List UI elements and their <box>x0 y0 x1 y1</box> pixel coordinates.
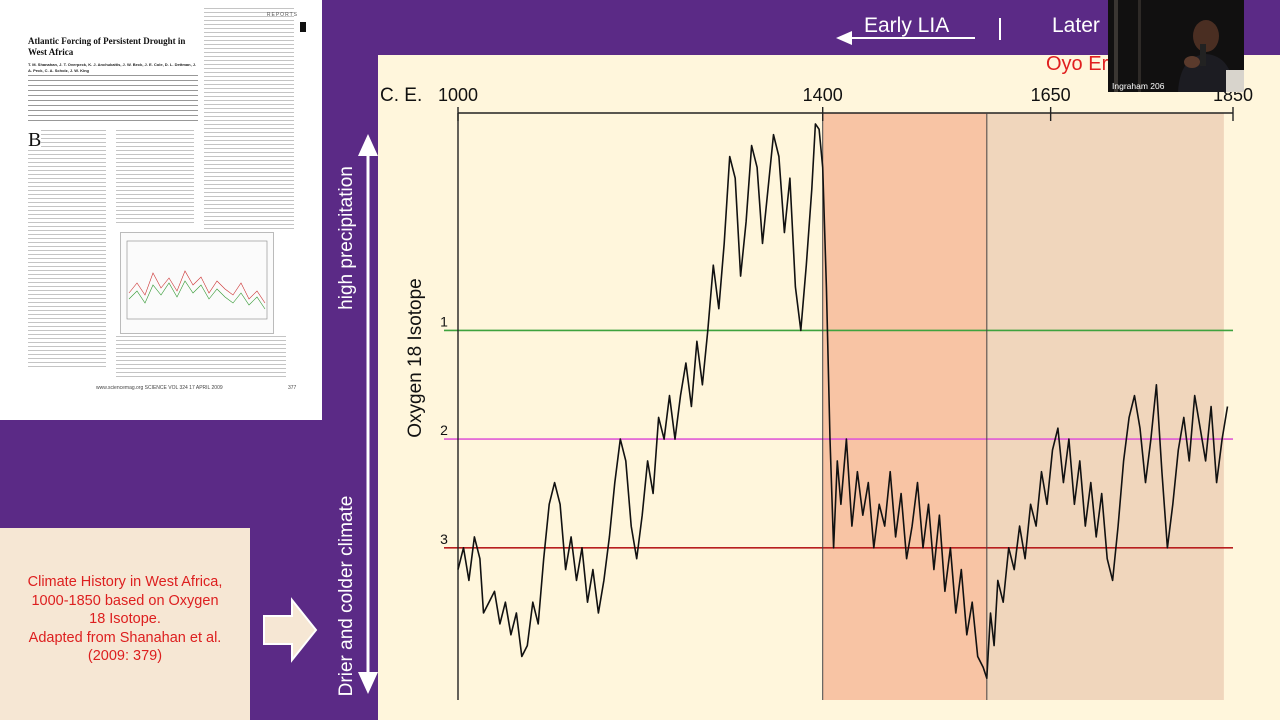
caption-box <box>0 528 250 720</box>
paper-figure-thumbnail <box>120 232 274 334</box>
y-tick-label: 1 <box>440 313 448 329</box>
series-lines <box>457 123 1229 680</box>
slide-caption: Climate History in West Africa, 1000-185… <box>27 574 223 664</box>
speaker-figure <box>1108 0 1244 92</box>
up-arrow-icon <box>358 134 378 156</box>
paper-figure-caption <box>116 336 286 378</box>
speaker-name: Ingraham 206 <box>1112 81 1165 91</box>
paper-body-column <box>116 130 194 226</box>
x-tick-label: 1650 <box>1031 85 1071 105</box>
chart-frame <box>457 112 1233 700</box>
y-axis-ticks: 1 2 3 <box>440 313 448 546</box>
paper-title: Atlantic Forcing of Persistent Drought i… <box>28 36 186 57</box>
x-unit-label: C. E. <box>380 85 422 106</box>
paper-section-mark <box>300 22 306 32</box>
y-tick-label: 3 <box>440 531 448 547</box>
x-axis-ticks: 1000 1400 1650 1850 <box>438 85 1253 121</box>
paper-dropcap: B <box>28 129 42 151</box>
y-axis-label: Oxygen 18 Isotope <box>405 278 426 438</box>
series-line-1 <box>457 123 1229 680</box>
x-tick-label: 1400 <box>803 85 843 105</box>
left-arrow-icon <box>836 31 852 45</box>
y-tick-label: 2 <box>440 422 448 438</box>
paper-footer: www.sciencemag.org SCIENCE VOL 324 17 AP… <box>96 385 223 391</box>
high-precipitation-label: high precipitation <box>336 166 357 310</box>
drier-colder-label: Drier and colder climate <box>336 495 357 697</box>
reference-lines <box>444 329 1233 549</box>
period-band-1 <box>822 113 987 700</box>
paper-abstract <box>28 75 198 125</box>
paper-page: REPORTS Atlantic Forcing of Persistent D… <box>0 0 322 420</box>
period-bands <box>822 113 1224 700</box>
paper-section-label: REPORTS <box>266 12 298 18</box>
speaker-video[interactable] <box>1108 0 1244 92</box>
right-arrow-icon <box>263 597 318 663</box>
early-lia-label: Early LIA <box>864 14 950 37</box>
x-tick-label: 1000 <box>438 85 478 105</box>
paper-page-number: 377 <box>288 385 297 391</box>
paper-figure-sketch <box>126 240 268 320</box>
paper-authors: T. M. Shanahan, J. T. Overpeck, K. J. An… <box>28 62 197 73</box>
paper-body-column <box>204 8 294 230</box>
period-band-2 <box>986 113 1224 700</box>
oyo-empire-label: Oyo Er <box>1046 53 1109 75</box>
paper-body-column <box>28 130 106 370</box>
later-lia-label: Later <box>1052 14 1100 37</box>
down-arrow-icon <box>358 672 378 694</box>
